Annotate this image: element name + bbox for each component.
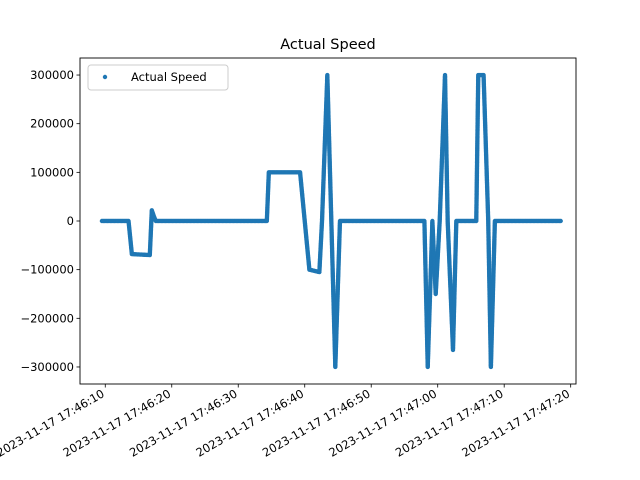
legend-box: [87, 64, 229, 91]
legend-label: Actual Speed: [131, 70, 207, 84]
y-tick-label: 300000: [30, 68, 74, 82]
data-points: [99, 72, 563, 370]
y-tick-label: 0: [67, 214, 74, 228]
data-point: [558, 218, 563, 224]
y-tick-label: −100000: [20, 263, 74, 277]
y-axis: −300000 −200000 −100000 0 100000 200000 300000: [20, 68, 80, 374]
chart-title: Actual Speed: [280, 37, 376, 53]
y-tick-label: −300000: [20, 360, 74, 374]
legend-marker: [102, 74, 108, 80]
y-tick-label: 100000: [30, 165, 74, 179]
y-tick-label: 200000: [30, 117, 74, 131]
y-tick-label: −200000: [20, 311, 74, 325]
legend: Actual Speed: [87, 64, 229, 91]
